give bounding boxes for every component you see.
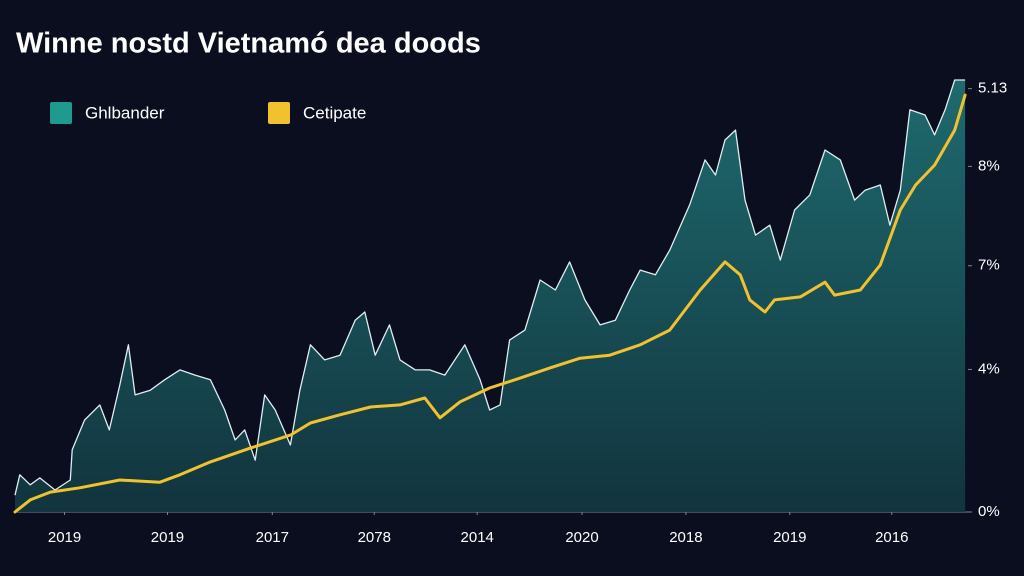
x-tick-label: 2017 bbox=[256, 529, 289, 546]
line bbox=[14, 79, 966, 496]
y-tick-label: 7% bbox=[978, 257, 1000, 274]
legend-swatch bbox=[50, 102, 72, 124]
x-tick-label: 2078 bbox=[358, 529, 391, 546]
y-tick-label: 4% bbox=[978, 360, 1000, 377]
chart-title: Winne nostd Vietnamó dea doods bbox=[16, 28, 481, 60]
area bbox=[15, 80, 966, 512]
plot-area bbox=[13, 79, 967, 514]
legend-label: Cetipate bbox=[303, 103, 366, 122]
legend-swatch bbox=[268, 102, 290, 124]
x-tick-label: 2016 bbox=[875, 529, 908, 546]
x-tick-label: 2014 bbox=[461, 529, 494, 546]
y-tick-label: 5.13 bbox=[978, 80, 1007, 97]
line bbox=[13, 93, 967, 514]
x-tick-label: 2020 bbox=[565, 529, 598, 546]
x-tick-label: 2019 bbox=[151, 529, 184, 546]
legend-label: Ghlbander bbox=[85, 103, 165, 122]
x-tick-label: 2018 bbox=[669, 529, 702, 546]
y-tick-label: 0% bbox=[978, 503, 1000, 520]
y-tick-label: 8% bbox=[978, 157, 1000, 174]
x-tick-label: 2019 bbox=[773, 529, 806, 546]
x-tick-label: 2019 bbox=[48, 529, 81, 546]
